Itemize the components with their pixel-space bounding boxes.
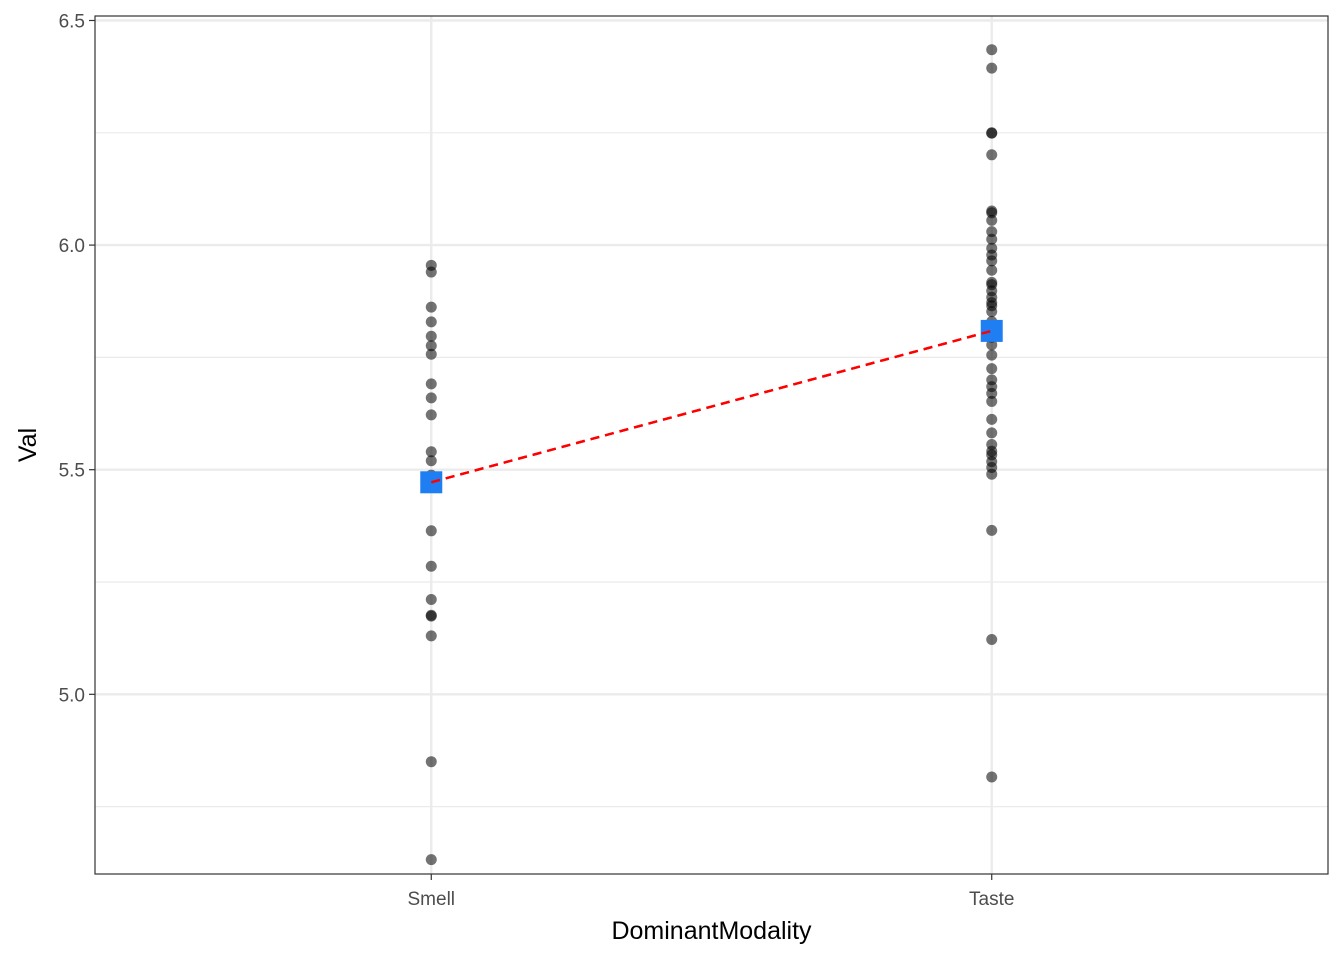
data-point bbox=[425, 348, 437, 360]
data-point bbox=[425, 392, 437, 404]
y-tick-label: 6.0 bbox=[59, 236, 85, 257]
mean-marker bbox=[980, 319, 1003, 342]
data-point bbox=[986, 468, 998, 480]
x-axis-title: DominantModality bbox=[611, 917, 812, 945]
data-point bbox=[425, 378, 437, 390]
data-point bbox=[986, 349, 998, 361]
data-point bbox=[425, 630, 437, 642]
panel-border bbox=[94, 15, 1329, 875]
data-point bbox=[425, 560, 437, 572]
data-point bbox=[425, 446, 437, 458]
data-point bbox=[986, 339, 998, 351]
data-point bbox=[986, 44, 998, 56]
data-point bbox=[425, 854, 437, 866]
data-point bbox=[425, 301, 437, 313]
y-tick-label: 6.5 bbox=[59, 11, 85, 32]
grid-lines bbox=[95, 16, 1328, 874]
data-point bbox=[986, 214, 998, 226]
data-point bbox=[986, 255, 998, 267]
data-point bbox=[986, 306, 998, 318]
x-tick-label: Smell bbox=[408, 889, 456, 910]
data-point bbox=[425, 266, 437, 278]
data-point bbox=[425, 455, 437, 467]
y-tick-label: 5.0 bbox=[59, 685, 85, 706]
data-point bbox=[425, 594, 437, 606]
data-point bbox=[986, 264, 998, 276]
data-point bbox=[986, 127, 998, 139]
data-point bbox=[425, 756, 437, 768]
y-axis-title: Val bbox=[14, 428, 42, 462]
data-point bbox=[986, 233, 998, 245]
data-point bbox=[425, 316, 437, 328]
data-point bbox=[425, 610, 437, 622]
data-point bbox=[986, 634, 998, 646]
data-points bbox=[425, 44, 998, 866]
x-tick-label: Taste bbox=[969, 889, 1014, 910]
mean-trend-line-overlay bbox=[430, 329, 993, 484]
data-point bbox=[986, 226, 998, 238]
data-point bbox=[425, 409, 437, 421]
data-point bbox=[986, 149, 998, 161]
data-point bbox=[986, 387, 998, 399]
data-point bbox=[986, 771, 998, 783]
data-point bbox=[425, 340, 437, 352]
mean-markers bbox=[420, 319, 1003, 494]
data-point bbox=[986, 413, 998, 425]
data-point bbox=[986, 207, 998, 219]
x-axis: Smell Taste bbox=[408, 874, 1014, 910]
y-axis: 5.0 5.5 6.0 6.5 bbox=[59, 11, 95, 706]
data-point bbox=[986, 395, 998, 407]
data-point bbox=[986, 62, 998, 74]
data-point bbox=[986, 363, 998, 375]
data-point bbox=[425, 525, 437, 537]
data-point bbox=[986, 524, 998, 536]
y-tick-label: 5.5 bbox=[59, 461, 85, 482]
data-point bbox=[986, 427, 998, 439]
data-point bbox=[425, 330, 437, 342]
